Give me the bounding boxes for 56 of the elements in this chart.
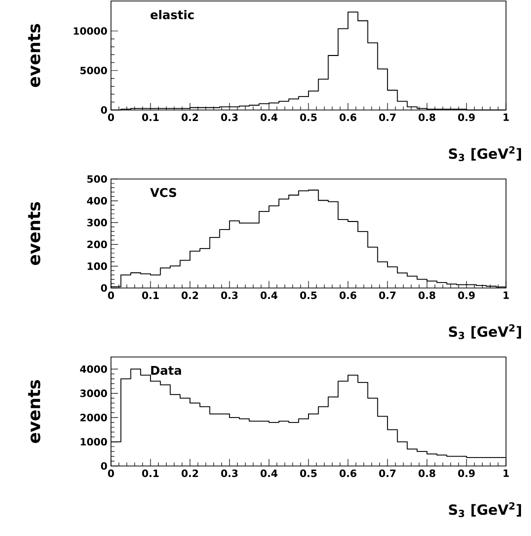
y-axis-title: events: [28, 380, 40, 444]
y-tick-label: 10000: [74, 27, 107, 35]
x-axis-title: S$_{3}$ [GeV$^{2}$]: [449, 502, 522, 518]
text: VCS: [150, 188, 176, 198]
y-tick-label: 0: [100, 284, 107, 292]
x-tick-label: 0.2: [182, 114, 198, 122]
x-tick-label: 0.8: [418, 292, 436, 300]
x-tick-label: 0.2: [182, 292, 198, 300]
y-axis-title: events: [28, 202, 40, 266]
x-tick-label: 0.8: [418, 470, 436, 478]
y-tick-label: 0: [100, 462, 107, 470]
y-tick-label: 300: [87, 218, 107, 226]
x-tick-label: 0: [108, 114, 114, 122]
y-tick-label: 100: [88, 262, 107, 270]
x-tick-label: 0.9: [458, 470, 475, 478]
y-tick-label: 500: [87, 175, 107, 183]
x-tick-label: 1: [504, 292, 509, 299]
x-tick-label: 0.5: [300, 292, 317, 300]
x-tick-label: 0.3: [221, 292, 238, 300]
x-axis-title: S$_{3}$ [GeV$^{2}$]: [449, 324, 522, 340]
x-tick-label: 0.2: [182, 470, 198, 478]
y-tick-label: 200: [87, 240, 107, 248]
x-tick-label: 0.6: [340, 292, 356, 300]
x-tick-label: 0.1: [142, 114, 159, 122]
x-tick-label: 1: [504, 114, 509, 121]
text: Data: [151, 366, 182, 375]
x-tick-label: 0.3: [221, 114, 238, 122]
x-tick-label: 0.6: [340, 114, 356, 122]
y-tick-label: 2000: [80, 414, 107, 422]
x-tick-label: 1: [504, 470, 509, 477]
y-tick-label: 3000: [80, 390, 107, 398]
x-tick-label: 0.7: [379, 114, 396, 122]
x-axis-title: S$_{3}$ [GeV$^{2}$]: [449, 146, 522, 162]
x-tick-label: 0.4: [260, 114, 278, 122]
x-tick-label: 0.7: [379, 292, 396, 300]
x-tick-label: 0.4: [260, 470, 278, 478]
x-tick-label: 0.1: [142, 470, 159, 478]
x-tick-label: 0.8: [418, 114, 436, 122]
x-tick-label: 0: [108, 470, 114, 478]
x-tick-label: 0.5: [300, 114, 317, 122]
y-tick-label: 5000: [80, 66, 107, 74]
x-tick-label: 0.4: [260, 292, 278, 300]
y-axis-title: events: [28, 24, 40, 88]
y-tick-label: 400: [87, 197, 107, 205]
y-tick-label: 0: [100, 106, 107, 114]
x-tick-label: 0.5: [300, 470, 317, 478]
text: elastic: [150, 10, 194, 20]
x-tick-label: 0.1: [142, 292, 159, 300]
x-tick-label: 0.3: [221, 470, 238, 478]
y-tick-label: 1000: [80, 438, 107, 446]
y-tick-label: 4000: [80, 365, 107, 373]
x-tick-label: 0.7: [379, 470, 396, 478]
x-tick-label: 0.9: [458, 114, 475, 122]
x-tick-label: 0: [108, 292, 114, 300]
x-tick-label: 0.9: [458, 292, 475, 300]
x-tick-label: 0.6: [340, 470, 356, 478]
